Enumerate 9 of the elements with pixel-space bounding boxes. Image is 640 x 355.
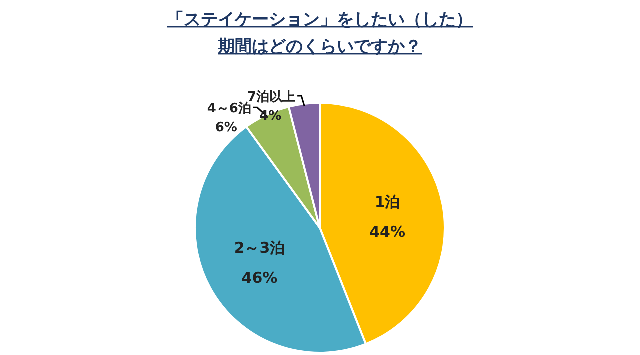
chart-title: 「ステイケーション」をしたい（した） (167, 10, 473, 30)
slice-label: 1泊 (374, 193, 400, 212)
data-label: 46% (242, 269, 278, 288)
data-label: 44% (370, 223, 406, 242)
chart-subtitle: 期間はどのくらいですか？ (217, 37, 422, 57)
data-label: 6% (215, 120, 238, 136)
data-label: 4% (260, 109, 282, 124)
slice-label: 2～3泊 (234, 239, 286, 258)
slice-label: 4～6泊 (207, 102, 252, 117)
